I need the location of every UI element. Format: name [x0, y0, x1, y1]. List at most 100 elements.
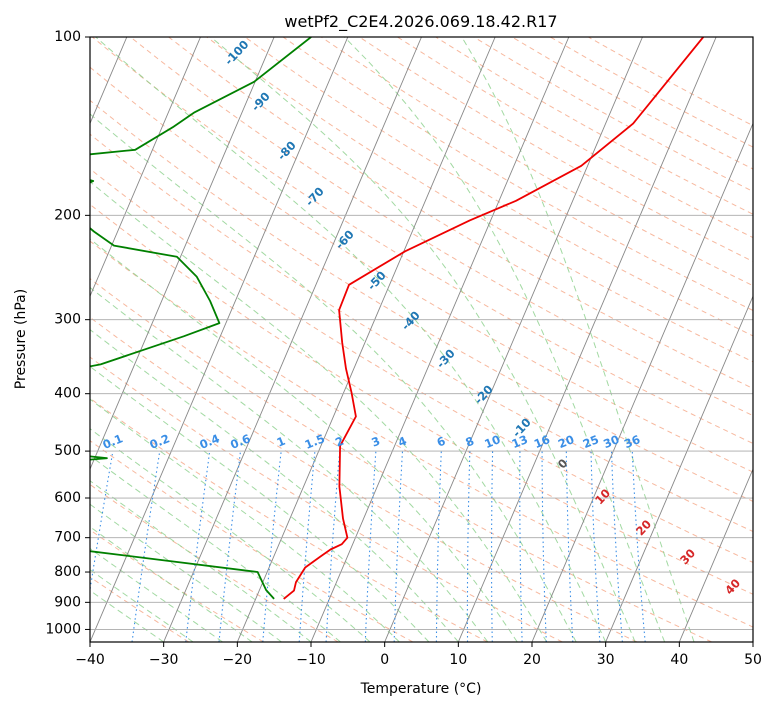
dry-adiabat [359, 37, 753, 263]
moist-adiabat [90, 365, 430, 642]
mixing-ratio-label: 4 [396, 434, 409, 450]
dry-adiabat [90, 356, 563, 642]
mixing-ratio-label: 20 [556, 432, 576, 451]
x-tick-label: −30 [149, 652, 179, 668]
mixing-ratio-label: 0.2 [147, 431, 171, 452]
dry-adiabat [90, 168, 753, 563]
line-labels: -100-90-80-70-60-50-40-30-20-10010203040… [101, 37, 744, 597]
temperature-profile [283, 37, 704, 600]
x-tick-label: 10 [449, 652, 467, 668]
plot-frame [89, 36, 754, 643]
moist-adiabat [90, 589, 164, 642]
y-tick-label: 900 [54, 594, 81, 610]
x-axis-label: Temperature (°C) [360, 681, 482, 697]
isotherm-label: 40 [722, 576, 743, 597]
isotherm-label: 10 [592, 486, 613, 507]
mixing-ratio-line [262, 451, 282, 642]
isotherm-label: -20 [471, 382, 495, 407]
dry-adiabat [244, 37, 753, 337]
dry-adiabat [549, 37, 753, 148]
y-tick-label: 400 [54, 386, 81, 402]
isotherm-line [90, 37, 275, 471]
background-lines [90, 37, 753, 642]
mixing-ratio-line [590, 451, 601, 642]
mixing-ratio-line [90, 451, 114, 594]
moist-adiabat [344, 37, 666, 642]
moist-adiabat [90, 428, 371, 642]
moist-adiabat [210, 37, 636, 642]
mixing-ratio-line [131, 451, 161, 642]
isotherm-line [384, 37, 643, 642]
isotherm-label: -50 [364, 268, 388, 293]
x-tick-label: 40 [670, 652, 688, 668]
mixing-ratio-label: 16 [532, 432, 552, 451]
y-tick-label: 600 [54, 490, 81, 506]
isotherm-line [90, 37, 349, 642]
mixing-ratio-line [610, 451, 623, 642]
dry-adiabat [90, 440, 414, 642]
x-tick-label: 50 [744, 652, 762, 668]
isotherm-label: 0 [555, 456, 571, 471]
isotherm-label: -60 [332, 227, 356, 252]
mixing-ratio-label: 36 [622, 432, 642, 451]
moist-adiabat [90, 328, 459, 642]
isotherm-line [90, 37, 201, 298]
x-tick-label: −10 [296, 652, 326, 668]
mixing-ratio-line [466, 451, 471, 642]
y-tick-label: 300 [54, 312, 81, 328]
isotherm-line [605, 295, 753, 642]
chart-title: wetPf2_C2E4.2026.069.18.42.R17 [284, 12, 557, 32]
mixing-ratio-line [541, 451, 547, 642]
isotherm-label: -90 [248, 89, 272, 114]
y-tick-label: 500 [54, 443, 81, 459]
mixing-ratio-line [435, 451, 442, 642]
mixing-ratio-label: 1.5 [303, 431, 327, 452]
dry-adiabat [206, 37, 753, 363]
mixing-ratio-label: 30 [601, 432, 621, 451]
mixing-ratio-line [631, 451, 646, 642]
mixing-ratio-line [519, 451, 523, 642]
moist-adiabat [90, 286, 489, 642]
x-tick-label: −20 [223, 652, 253, 668]
y-tick-label: 1000 [45, 621, 81, 637]
isotherm-label: -30 [433, 346, 457, 371]
mixing-ratio-label: 3 [369, 434, 382, 450]
moist-adiabat [90, 569, 194, 642]
dewpoint-profile [90, 37, 312, 600]
dry-adiabat [90, 483, 339, 642]
y-tick-label: 100 [54, 29, 81, 45]
mixing-ratio-label: 25 [581, 432, 601, 451]
x-tick-label: −40 [75, 652, 105, 668]
dry-adiabat [511, 37, 753, 170]
moist-adiabat [90, 526, 253, 642]
moist-adiabat [90, 547, 223, 642]
y-axis-label: Pressure (hPa) [13, 289, 29, 389]
mixing-ratio-line [185, 451, 211, 642]
dry-adiabat [435, 37, 753, 215]
axes: −40 −30 −20 −10 0 10 20 30 40 5010020030040050060… [45, 29, 762, 668]
mixing-ratio-label: 1 [275, 434, 288, 450]
dry-adiabat [90, 66, 753, 473]
isotherm-label: 30 [677, 546, 698, 567]
mixing-ratio-line [325, 451, 341, 642]
x-tick-label: 30 [597, 652, 615, 668]
moist-adiabat [90, 503, 282, 642]
mixing-ratio-line [218, 451, 242, 642]
isotherm-label: -70 [302, 184, 326, 209]
moist-adiabat [90, 480, 312, 642]
dry-adiabat [130, 37, 753, 417]
dry-adiabat [90, 203, 753, 595]
isotherm-label: -100 [222, 37, 252, 68]
x-tick-label: 0 [380, 652, 389, 668]
mixing-ratio-line [298, 451, 316, 642]
mixing-ratio-line [393, 451, 404, 642]
mixing-ratio-label: 2 [333, 434, 346, 450]
dry-adiabat [282, 37, 753, 312]
isotherm-line [531, 122, 753, 642]
dry-adiabat [90, 133, 753, 533]
isotherm-line [310, 37, 570, 642]
moist-adiabat [90, 181, 548, 642]
mixing-ratio-label: 6 [435, 434, 448, 450]
x-tick-label: 20 [523, 652, 541, 668]
